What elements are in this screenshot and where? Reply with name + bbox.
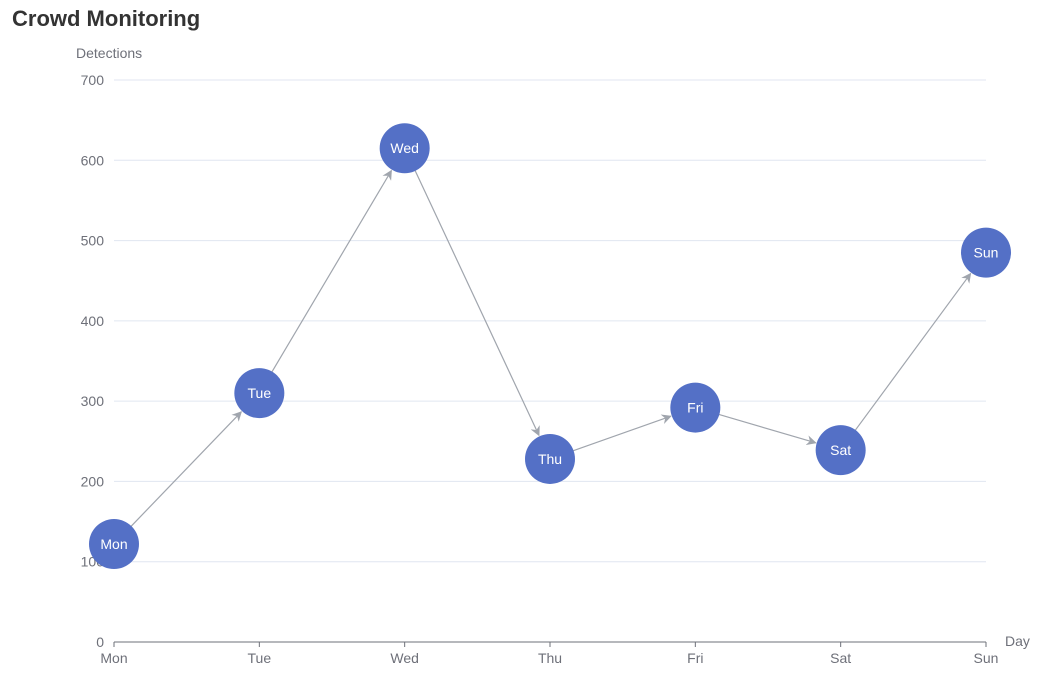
data-point[interactable] [961,227,1011,278]
edge-arrow [269,169,392,376]
x-axis-label: Day [1005,633,1030,649]
grid-lines [114,79,986,563]
edge-arrow [852,272,972,434]
y-tick-label: 300 [81,393,105,409]
y-tick-label: 500 [81,233,105,249]
edge-arrow [413,167,540,437]
data-label: Tue [248,385,272,401]
data-label: Mon [100,536,127,552]
data-label: Fri [687,400,703,416]
y-tick-label: 400 [81,313,105,329]
data-node[interactable]: Sun [961,227,1011,278]
edge-arrow [128,411,242,530]
x-tick-label: Sat [830,650,851,666]
data-point[interactable] [234,368,285,419]
data-point[interactable] [89,519,139,570]
chart-title: Crowd Monitoring [12,6,201,31]
data-node[interactable]: Fri [670,382,721,433]
data-label: Thu [538,451,562,467]
x-tick-label: Mon [100,650,127,666]
x-tick-label: Sun [974,650,999,666]
data-point[interactable] [815,425,866,476]
data-node[interactable]: Tue [234,368,285,419]
data-point[interactable] [525,433,575,484]
edges [128,167,972,530]
data-point[interactable] [379,123,430,174]
data-label: Sat [830,442,851,458]
nodes: Mon Tue Wed Thu Fri Sat Sun [89,123,1011,570]
data-point[interactable] [670,382,721,433]
data-node[interactable]: Thu [525,433,575,484]
data-label: Wed [390,140,419,156]
edge-arrow [569,414,672,453]
y-tick-label: 600 [81,152,105,168]
edge-arrow [715,412,817,446]
x-tick-label: Tue [248,650,272,666]
data-node[interactable]: Wed [379,123,430,174]
data-node[interactable]: Sat [815,425,866,476]
x-tick-label: Fri [687,650,703,666]
x-tick-label: Thu [538,650,562,666]
y-tick-label: 0 [96,634,104,650]
y-axis-label: Detections [76,45,142,61]
y-tick-label: 200 [81,473,105,489]
y-tick-label: 700 [81,72,105,88]
data-node[interactable]: Mon [89,519,139,570]
data-label: Sun [974,245,999,261]
x-tick-label: Wed [390,650,419,666]
